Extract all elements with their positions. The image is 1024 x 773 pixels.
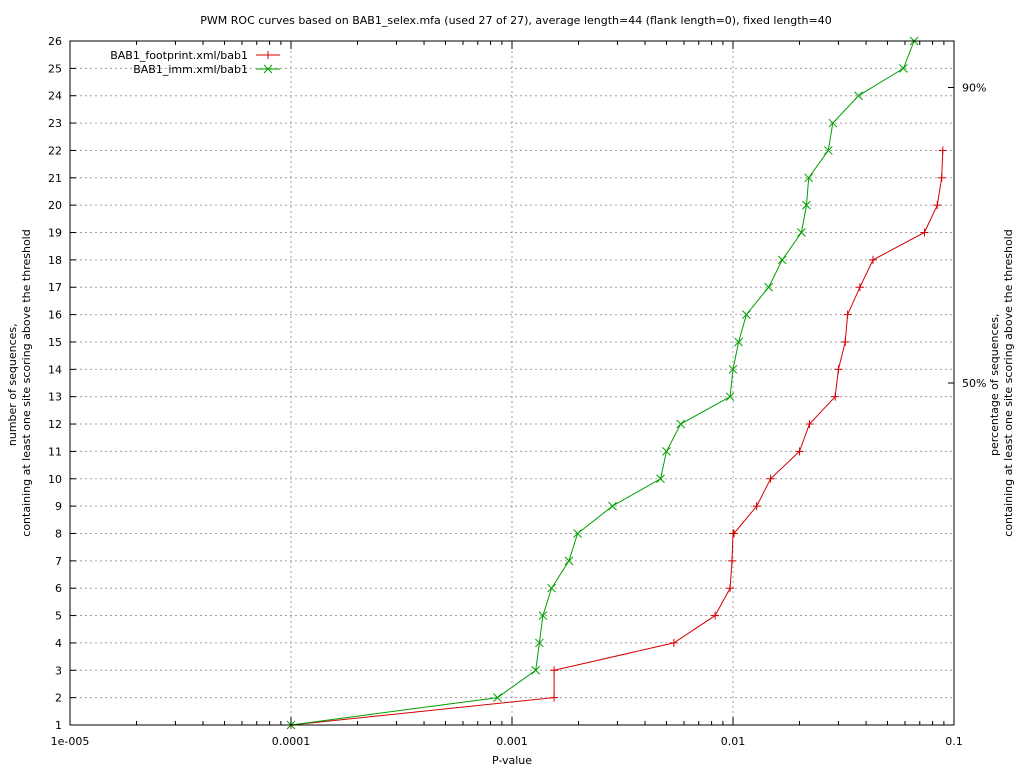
y2-axis-label-line-2: containing at least one site scoring abo… — [1002, 229, 1015, 536]
y-tick-label: 9 — [55, 500, 62, 513]
y-tick-label: 10 — [48, 473, 62, 486]
y-tick-label: 21 — [48, 172, 62, 185]
data-point-marker — [854, 91, 863, 101]
x-tick-label: 0.0001 — [272, 735, 311, 748]
y-tick-label: 13 — [48, 391, 62, 404]
y-tick-label: 4 — [55, 637, 62, 650]
y2-axis-label-line-1: percentage of sequences, — [988, 314, 1001, 456]
chart-title: PWM ROC curves based on BAB1_selex.mfa (… — [200, 14, 831, 27]
x-axis-label: P-value — [492, 754, 532, 767]
y-tick-label: 25 — [48, 62, 62, 75]
y-tick-label: 26 — [48, 35, 62, 48]
data-point-marker — [573, 529, 582, 538]
x-tick-label: 0.01 — [721, 735, 746, 748]
y-axis-label-line-1: number of sequences, — [6, 323, 19, 446]
data-point-marker — [728, 364, 738, 374]
y-tick-label: 16 — [48, 309, 62, 322]
y-tick-label: 3 — [55, 664, 62, 677]
y-tick-label: 5 — [55, 610, 62, 623]
series-line — [290, 40, 915, 726]
x-tick-label: 1e-005 — [51, 735, 90, 748]
x-tick-label: 0.001 — [496, 735, 528, 748]
y-tick-label: 19 — [48, 227, 62, 240]
data-point-marker — [797, 228, 806, 237]
legend-label: BAB1_footprint.xml/bab1 — [110, 49, 248, 62]
tick-layer: 1234567891011121314151617181920212223242… — [48, 35, 986, 748]
x-tick-label: 0.1 — [945, 735, 963, 748]
y-tick-label: 1 — [55, 719, 62, 732]
data-point-marker — [734, 337, 743, 347]
series-line — [290, 150, 944, 726]
grid-layer — [70, 41, 954, 725]
y-tick-label: 8 — [55, 527, 62, 540]
data-point-marker — [899, 64, 908, 73]
y-tick-label: 7 — [55, 555, 62, 568]
y-tick-label: 12 — [48, 418, 62, 431]
data-point-marker — [823, 146, 833, 155]
y-tick-label: 11 — [48, 445, 62, 458]
y-tick-label: 22 — [48, 144, 62, 157]
series-layer — [286, 36, 947, 730]
data-point-marker — [662, 447, 671, 456]
data-point-marker — [538, 611, 548, 620]
data-point-marker — [725, 392, 735, 402]
y-tick-label: 2 — [55, 692, 62, 705]
y-tick-label: 14 — [48, 363, 62, 376]
y-tick-label: 15 — [48, 336, 62, 349]
y-axis-label-line-2: containing at least one site scoring abo… — [20, 229, 33, 536]
data-point-marker — [804, 173, 814, 183]
y-tick-label: 20 — [48, 199, 62, 212]
data-point-marker — [676, 419, 686, 429]
y2-tick-label: 90% — [962, 82, 986, 95]
data-point-marker — [564, 556, 574, 566]
data-point-marker — [764, 282, 774, 292]
data-point-marker — [547, 583, 556, 593]
data-point-marker — [656, 474, 665, 484]
data-point-marker — [777, 255, 787, 265]
data-point-marker — [828, 118, 838, 128]
data-point-marker — [531, 665, 541, 675]
y-tick-label: 24 — [48, 90, 62, 103]
data-point-marker — [263, 64, 273, 74]
series-2 — [286, 36, 919, 730]
data-point-marker — [493, 693, 502, 702]
y2-axis-label: percentage of sequences, containing at l… — [988, 229, 1015, 536]
series-1 — [287, 146, 947, 729]
data-point-marker — [742, 310, 751, 319]
y-tick-label: 23 — [48, 117, 62, 130]
y-axis-label: number of sequences, containing at least… — [6, 229, 33, 536]
y-tick-label: 17 — [48, 281, 62, 294]
data-point-marker — [535, 638, 544, 648]
data-point-marker — [608, 501, 617, 511]
data-point-marker — [802, 200, 811, 210]
y-tick-label: 6 — [55, 582, 62, 595]
y-tick-label: 18 — [48, 254, 62, 267]
legend-label: BAB1_imm.xml/bab1 — [133, 63, 248, 76]
y2-tick-label: 50% — [962, 377, 986, 390]
